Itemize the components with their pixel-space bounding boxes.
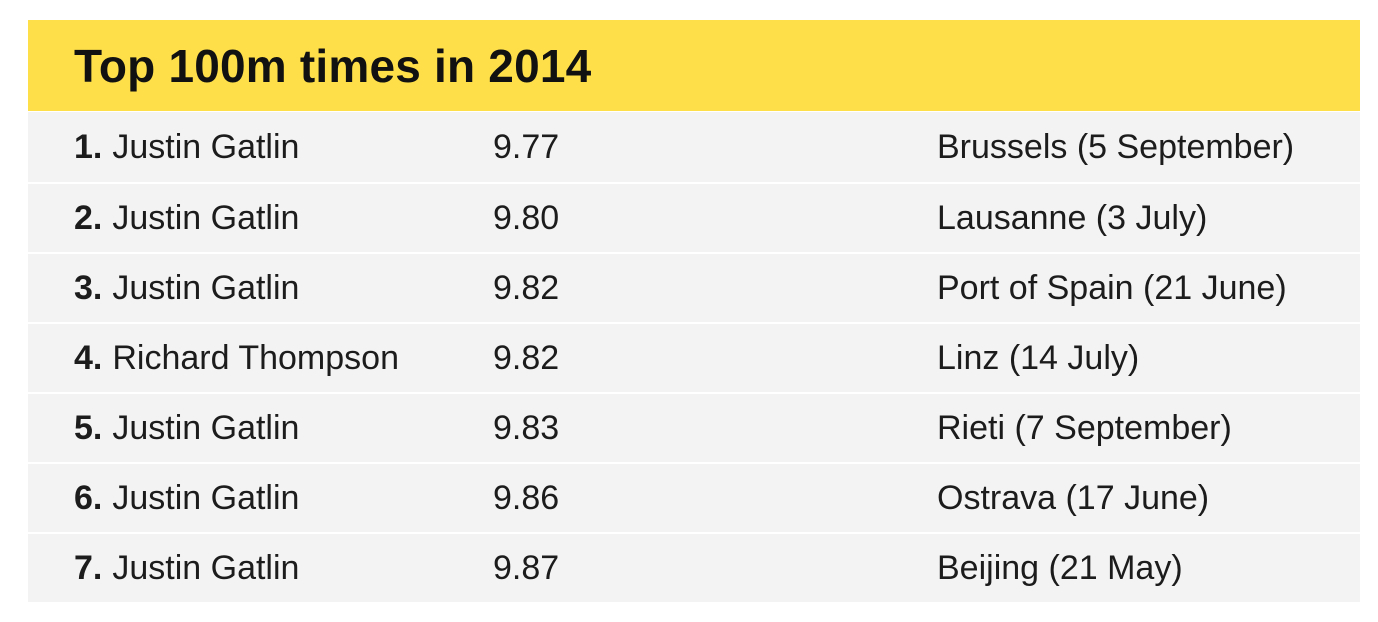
athlete-name: Justin Gatlin <box>112 198 300 237</box>
venue-cell: Linz (14 July) <box>937 338 1140 377</box>
time-cell: 9.83 <box>493 408 560 447</box>
table-row: 2. Justin Gatlin 9.80 Lausanne (3 July) <box>28 182 1360 252</box>
table-row: 3. Justin Gatlin 9.82 Port of Spain (21 Jun… <box>28 252 1360 322</box>
table-row: 4. Richard Thompson 9.82 Linz (14 July) <box>28 322 1360 392</box>
athlete-cell: 7. Justin Gatlin <box>74 534 299 602</box>
rank-label: 2. <box>74 198 103 237</box>
title-bar: Top 100m times in 2014 <box>28 20 1360 111</box>
rank-label: 4. <box>74 338 103 377</box>
table-row: 6. Justin Gatlin 9.86 Ostrava (17 June) <box>28 462 1360 532</box>
rank-label: 5. <box>74 408 103 447</box>
rank-label: 1. <box>74 127 103 166</box>
athlete-cell: 2. Justin Gatlin <box>74 184 299 252</box>
table-title: Top 100m times in 2014 <box>74 39 592 92</box>
athlete-name: Justin Gatlin <box>112 478 300 517</box>
athlete-cell: 1. Justin Gatlin <box>74 112 299 182</box>
athlete-cell: 3. Justin Gatlin <box>74 254 299 322</box>
venue-cell: Lausanne (3 July) <box>937 198 1208 237</box>
time-cell: 9.80 <box>493 198 560 237</box>
athlete-name: Justin Gatlin <box>112 127 300 166</box>
venue-cell: Ostrava (17 June) <box>937 478 1210 517</box>
time-cell: 9.82 <box>493 338 560 377</box>
time-cell: 9.86 <box>493 478 560 517</box>
rank-label: 6. <box>74 478 103 517</box>
venue-cell: Beijing (21 May) <box>937 548 1183 587</box>
table-body: 1. Justin Gatlin 9.77 Brussels (5 September… <box>28 111 1360 602</box>
time-cell: 9.77 <box>493 127 560 166</box>
athlete-name: Justin Gatlin <box>112 548 300 587</box>
athlete-cell: 5. Justin Gatlin <box>74 394 299 462</box>
time-cell: 9.87 <box>493 548 560 587</box>
rank-label: 3. <box>74 268 103 307</box>
rank-label: 7. <box>74 548 103 587</box>
athlete-name: Richard Thompson <box>112 338 399 377</box>
table-row: 5. Justin Gatlin 9.83 Rieti (7 September) <box>28 392 1360 462</box>
results-table: Top 100m times in 2014 1. Justin Gatlin 9.… <box>28 20 1360 602</box>
venue-cell: Port of Spain (21 June) <box>937 268 1287 307</box>
athlete-name: Justin Gatlin <box>112 408 300 447</box>
time-cell: 9.82 <box>493 268 560 307</box>
table-row: 1. Justin Gatlin 9.77 Brussels (5 September… <box>28 111 1360 182</box>
athlete-name: Justin Gatlin <box>112 268 300 307</box>
venue-cell: Rieti (7 September) <box>937 408 1232 447</box>
venue-cell: Brussels (5 September) <box>937 127 1295 166</box>
athlete-cell: 4. Richard Thompson <box>74 324 399 392</box>
table-row: 7. Justin Gatlin 9.87 Beijing (21 May) <box>28 532 1360 602</box>
athlete-cell: 6. Justin Gatlin <box>74 464 299 532</box>
